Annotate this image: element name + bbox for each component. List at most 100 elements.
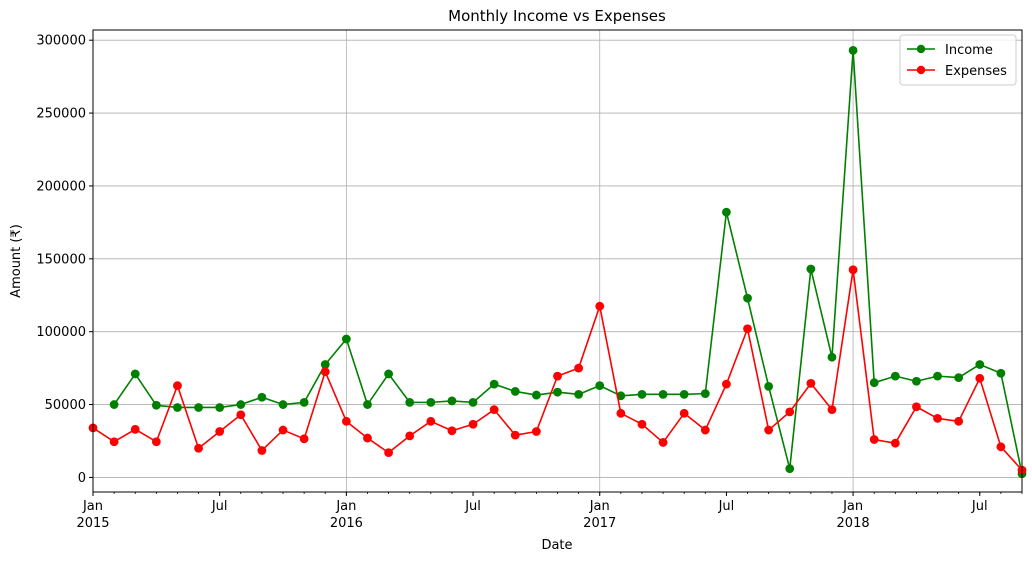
series-income-point <box>341 334 351 344</box>
chart-title: Monthly Income vs Expenses <box>448 7 666 25</box>
series-expenses-point <box>595 301 605 311</box>
y-axis: 0 50000 100000 150000 200000 250000 300000 <box>36 34 93 486</box>
series-expenses-point <box>827 405 837 415</box>
series-expenses-point <box>405 431 415 441</box>
series-income-point <box>574 389 584 399</box>
series-expenses-point <box>616 408 626 418</box>
series-income-point <box>363 400 372 409</box>
series-expenses-point <box>637 419 647 429</box>
series-expenses-point <box>173 381 182 391</box>
y-tick-label: 50000 <box>45 398 86 413</box>
series-expenses-point <box>785 407 795 417</box>
series-income-point <box>595 381 605 391</box>
x-axis: Jan 2015 Jul Jan 2016 Jul Jan 2017 Jul Jan 2018 Jul <box>76 492 1023 531</box>
series-income-point <box>658 389 668 399</box>
series-income-point <box>257 392 267 402</box>
series-expenses-point <box>848 265 858 275</box>
series-income-point <box>173 403 182 412</box>
series-income-point <box>489 379 499 389</box>
series-income-point <box>722 207 731 217</box>
series-income-point <box>553 387 562 397</box>
series-expenses-point <box>890 438 900 448</box>
series-income-point <box>743 293 752 303</box>
series-expenses-point <box>363 433 372 443</box>
series-expenses-point <box>743 324 752 334</box>
series-expenses-point <box>194 443 203 453</box>
series-income-point <box>384 369 393 379</box>
series-expenses-point <box>764 425 774 435</box>
series-income-point <box>278 400 288 409</box>
series-expenses-point <box>912 402 921 412</box>
series-expenses-point <box>489 405 499 415</box>
series-income-point <box>531 390 541 400</box>
series-expenses-point <box>130 424 140 434</box>
series-expenses-point <box>975 373 985 383</box>
series-income-point <box>194 403 203 412</box>
series-expenses <box>88 265 1027 475</box>
series-expenses-point <box>151 437 161 447</box>
series-layer <box>88 46 1027 479</box>
series-income-point <box>130 369 140 379</box>
series-income-point <box>151 400 161 410</box>
series-expenses-point <box>299 434 309 444</box>
series-expenses-point <box>236 410 246 420</box>
series-expenses-point <box>700 425 710 435</box>
x-tick-label: Jul <box>971 499 988 514</box>
series-income-point <box>890 371 900 381</box>
x-tick-label: Jul <box>464 499 481 514</box>
series-income <box>109 46 1027 479</box>
series-expenses-point <box>384 448 393 458</box>
series-expenses-point <box>553 371 562 381</box>
series-income-point <box>320 360 330 369</box>
series-expenses-point <box>869 435 879 444</box>
y-tick-label: 150000 <box>36 252 86 267</box>
series-expenses-point <box>954 416 964 426</box>
series-expenses-point <box>341 416 351 426</box>
series-income-point <box>912 376 921 386</box>
series-expenses-point <box>468 419 478 429</box>
series-expenses-point <box>278 425 288 435</box>
series-income-point <box>426 397 436 407</box>
series-income-point <box>869 378 879 388</box>
x-tick-label: Jan <box>842 499 863 514</box>
series-income-point <box>827 352 837 362</box>
series-expenses-point <box>447 426 457 436</box>
series-expenses-point <box>658 438 668 447</box>
series-income-point <box>806 264 816 274</box>
x-tick-label: Jul <box>718 499 735 514</box>
series-income-point <box>785 464 795 474</box>
series-income-point <box>679 389 689 399</box>
series-expenses-point <box>996 442 1006 452</box>
series-income-point <box>975 360 985 369</box>
y-tick-label: 300000 <box>36 34 86 49</box>
series-income-point <box>299 397 309 407</box>
series-income-point <box>215 403 225 412</box>
y-tick-label: 0 <box>78 471 86 486</box>
x-tick-year-label: 2017 <box>583 516 616 531</box>
series-income-point <box>954 373 964 382</box>
y-tick-label: 100000 <box>36 325 86 340</box>
legend: Income Expenses <box>899 34 1017 86</box>
series-expenses-point <box>722 379 731 389</box>
y-tick-label: 200000 <box>36 179 86 194</box>
series-expenses-point <box>109 437 119 447</box>
series-expenses-point <box>215 427 225 436</box>
series-income-point <box>996 368 1006 378</box>
series-income-point <box>933 371 942 381</box>
x-tick-label: Jul <box>211 499 228 514</box>
series-expenses-point <box>257 446 267 455</box>
series-expenses-point <box>574 363 584 373</box>
series-income-point <box>405 397 415 407</box>
x-tick-year-label: 2018 <box>837 516 870 531</box>
legend-income-label: Income <box>945 43 993 58</box>
x-tick-label: Jan <box>589 499 610 514</box>
legend-box <box>899 34 1017 86</box>
series-income-point <box>447 396 457 406</box>
legend-income-marker <box>916 44 926 54</box>
legend-expenses-marker <box>916 65 926 75</box>
legend-expenses-label: Expenses <box>945 64 1007 79</box>
series-expenses-point <box>806 379 816 388</box>
series-expenses-point <box>531 427 541 436</box>
series-expenses-point <box>933 414 942 423</box>
